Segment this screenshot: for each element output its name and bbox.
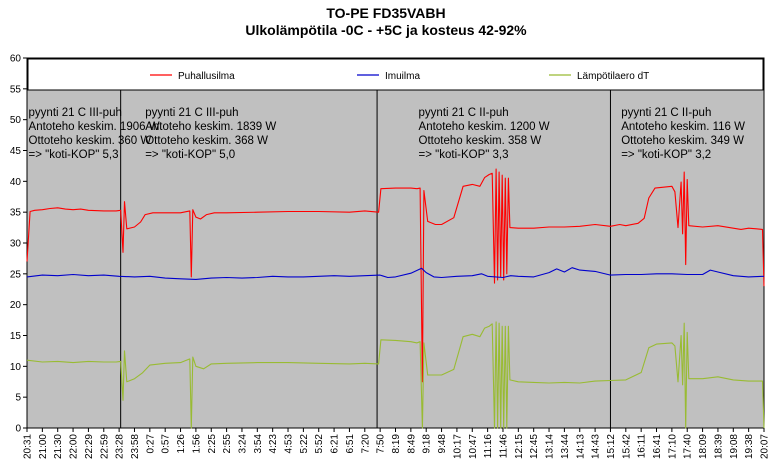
x-tick-label: 12:15 [514, 434, 525, 459]
x-tick-label: 11:16 [483, 434, 494, 459]
x-tick-label: 23:28 [115, 434, 126, 459]
annotation-line: pyynti 21 C II-puh [419, 107, 509, 119]
legend-label: Puhallusilma [178, 71, 235, 82]
annotation-line: Antoteho keskim. 1906 W [29, 121, 160, 133]
annotation-line: => "koti-KOP" 3,3 [419, 149, 509, 161]
x-tick-label: 18:09 [698, 434, 709, 459]
annotation-block: pyynti 21 C II-puh Antoteho keskim. 116 W… [621, 107, 745, 161]
x-tick-label: 16:11 [637, 434, 648, 459]
x-tick-label: 4:23 [268, 434, 279, 454]
x-tick-label: 17:40 [683, 434, 694, 459]
annotation-line: pyynti 21 C III-puh [145, 107, 238, 119]
x-tick-label: 22:00 [69, 434, 80, 459]
x-tick-label: 13:14 [545, 434, 556, 459]
annotation-block: pyynti 21 C III-puh Antoteho keskim. 1839… [145, 107, 276, 161]
annotation-line: => "koti-KOP" 3,2 [621, 149, 711, 161]
x-tick-label: 9:48 [437, 434, 448, 454]
x-axis: 20:31 21:00 21:30 22:00 22:29 22:59 23:28 23:58… [23, 428, 771, 459]
x-tick-label: 0:57 [161, 434, 172, 454]
x-tick-label: 13:44 [560, 434, 571, 459]
x-tick-label: 23:58 [130, 434, 141, 459]
x-tick-label: 17:10 [667, 434, 678, 459]
x-tick-label: 22:29 [84, 434, 95, 459]
legend-label: Lämpötilaero dT [577, 71, 649, 82]
y-tick-label: 15 [10, 331, 22, 342]
x-tick-label: 2:25 [207, 434, 218, 454]
x-tick-label: 4:53 [284, 434, 295, 454]
x-tick-label: 16:41 [652, 434, 663, 459]
annotation-line: => "koti-KOP" 5,0 [145, 149, 235, 161]
y-tick-label: 30 [10, 239, 22, 250]
x-tick-label: 5:52 [314, 434, 325, 454]
annotation-line: pyynti 21 C II-puh [621, 107, 711, 119]
x-tick-label: 15:12 [606, 434, 617, 459]
x-tick-label: 19:38 [744, 434, 755, 459]
series-line-2 [26, 321, 765, 429]
y-tick-label: 45 [10, 146, 22, 157]
annotation-line: Antoteho keskim. 1200 W [419, 121, 550, 133]
chart-subtitle: Ulkolämpötila -0C - +5C ja kosteus 42-92… [245, 22, 527, 38]
x-tick-label: 14:43 [591, 434, 602, 459]
x-tick-label: 22:59 [99, 434, 110, 459]
x-tick-label: 8:19 [391, 434, 402, 454]
annotation-line: => "koti-KOP" 5,3 [29, 149, 119, 161]
annotation-line: Antoteho keskim. 1839 W [145, 121, 276, 133]
x-tick-label: 19:08 [729, 434, 740, 459]
x-tick-label: 9:18 [422, 434, 433, 454]
annotation-line: Ottoteho keskim. 368 W [145, 135, 268, 147]
annotation-line: Ottoteho keskim. 358 W [419, 135, 542, 147]
y-tick-label: 40 [10, 177, 22, 188]
annotation-line: pyynti 21 C III-puh [29, 107, 122, 119]
x-tick-label: 6:21 [330, 434, 341, 454]
series-line-0 [26, 168, 765, 383]
period-markers [120, 90, 611, 428]
y-tick-label: 55 [10, 84, 22, 95]
annotation-line: Ottoteho keskim. 349 W [621, 135, 744, 147]
x-tick-label: 10:17 [452, 434, 463, 459]
y-tick-label: 25 [10, 269, 22, 280]
x-tick-label: 18:39 [713, 434, 724, 459]
x-tick-label: 3:24 [237, 434, 248, 454]
x-tick-label: 11:46 [498, 434, 509, 459]
x-tick-label: 6:51 [345, 434, 356, 454]
x-tick-label: 7:20 [360, 434, 371, 454]
x-tick-label: 7:50 [376, 434, 387, 454]
y-tick-label: 10 [10, 362, 22, 373]
x-tick-label: 12:45 [529, 434, 540, 459]
y-axis: 0 5 10 15 20 25 30 35 40 45 50 55 60 [10, 54, 27, 435]
x-tick-label: 0:27 [145, 434, 156, 454]
x-tick-label: 5:22 [299, 434, 310, 454]
y-tick-label: 5 [15, 393, 21, 404]
chart-title: TO-PE FD35VABH [326, 5, 446, 21]
annotation-block: pyynti 21 C III-puh Antoteho keskim. 1906… [29, 107, 160, 161]
x-tick-label: 10:47 [468, 434, 479, 459]
annotation-line: Antoteho keskim. 116 W [621, 121, 745, 133]
x-tick-label: 8:49 [406, 434, 417, 454]
y-tick-label: 35 [10, 208, 22, 219]
x-tick-label: 21:30 [53, 434, 64, 459]
legend [27, 58, 764, 91]
x-tick-label: 20:31 [23, 434, 34, 459]
series-layer [26, 168, 765, 429]
x-tick-label: 2:55 [222, 434, 233, 454]
x-tick-label: 1:56 [191, 434, 202, 454]
x-tick-label: 1:26 [176, 434, 187, 454]
x-tick-label: 3:54 [253, 434, 264, 454]
annotation-line: Ottoteho keskim. 360 W [29, 135, 152, 147]
y-tick-label: 60 [10, 54, 22, 65]
y-tick-label: 20 [10, 300, 22, 311]
annotations: pyynti 21 C III-puh Antoteho keskim. 1906… [29, 107, 746, 161]
x-tick-label: 14:13 [575, 434, 586, 459]
legend-label: Imuilma [385, 71, 420, 82]
y-tick-label: 50 [10, 115, 22, 126]
legend-items: Puhallusilma Imuilma Lämpötilaero dT [150, 71, 649, 82]
plot-area [26, 57, 765, 429]
x-tick-label: 15:42 [621, 434, 632, 459]
x-tick-label: 20:07 [760, 434, 771, 459]
series-line-1 [26, 267, 765, 280]
y-tick-label: 0 [15, 424, 21, 435]
annotation-block: pyynti 21 C II-puh Antoteho keskim. 1200 … [419, 107, 550, 161]
x-tick-label: 21:00 [38, 434, 49, 459]
